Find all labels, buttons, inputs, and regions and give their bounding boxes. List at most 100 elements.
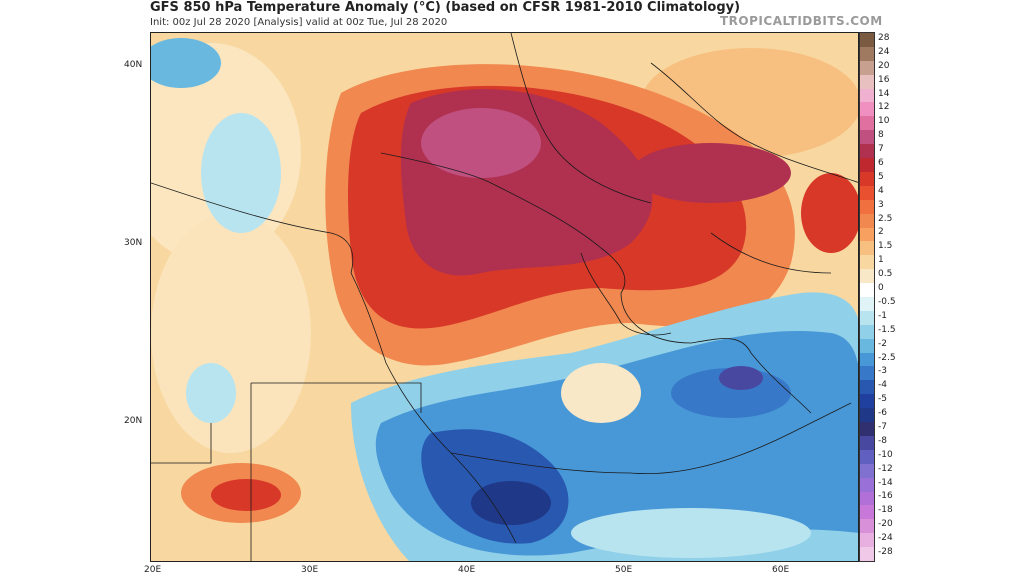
colorbar-cell: [860, 227, 874, 242]
colorbar-label: -3: [878, 366, 887, 377]
colorbar-label: -16: [878, 491, 893, 502]
colorbar-cell: [860, 269, 874, 284]
colorbar-cell: [860, 477, 874, 493]
colorbar-cell: [860, 144, 874, 159]
colorbar: [859, 32, 875, 562]
colorbar-cell: [860, 255, 874, 270]
colorbar-label: -8: [878, 435, 887, 446]
colorbar-label: -28: [878, 547, 893, 558]
anomaly-region: [801, 173, 858, 253]
colorbar-label: -1.5: [878, 324, 896, 335]
colorbar-cell: [860, 88, 874, 103]
colorbar-cell: [860, 171, 874, 187]
colorbar-label: 16: [878, 74, 890, 85]
colorbar-label: 0: [878, 283, 884, 294]
colorbar-label: 14: [878, 88, 890, 99]
colorbar-cell: [860, 435, 874, 451]
colorbar-cell: [860, 366, 874, 381]
colorbar-label: 1: [878, 255, 884, 266]
colorbar-cell: [860, 547, 874, 562]
colorbar-label: -10: [878, 449, 893, 460]
colorbar-label: 6: [878, 158, 884, 168]
anomaly-region: [471, 481, 551, 525]
colorbar-label: -6: [878, 408, 887, 419]
colorbar-cell: [860, 408, 874, 423]
colorbar-cell: [860, 463, 874, 479]
colorbar-cell: [860, 60, 874, 76]
colorbar-cell: [860, 297, 874, 312]
colorbar-cell: [860, 213, 874, 229]
colorbar-label: -0.5: [878, 296, 896, 307]
colorbar-label: 1.5: [878, 241, 893, 252]
colorbar-cell: [860, 310, 874, 326]
colorbar-cell: [860, 338, 874, 354]
lon-label: 20E: [144, 565, 162, 575]
lat-label: 30N: [124, 238, 143, 248]
anomaly-region: [186, 363, 236, 423]
anomaly-region: [201, 113, 281, 233]
colorbar-cell: [860, 102, 874, 117]
colorbar-cell: [860, 116, 874, 131]
anomaly-region: [151, 38, 221, 88]
lon-label: 30E: [301, 565, 319, 575]
lon-label: 40E: [458, 565, 476, 575]
colorbar-label: 2.5: [878, 213, 893, 224]
colorbar-cell: [860, 380, 874, 395]
colorbar-label: 28: [878, 32, 890, 43]
colorbar-label: -4: [878, 380, 887, 391]
colorbar-cell: [860, 185, 874, 201]
colorbar-label: 12: [878, 102, 890, 113]
map-subtitle: Init: 00z Jul 28 2020 [Analysis] valid a…: [150, 17, 448, 28]
map-canvas: [151, 33, 858, 561]
colorbar-label: -1: [878, 310, 887, 321]
colorbar-cell: [860, 158, 874, 173]
colorbar-cell: [860, 422, 874, 437]
anomaly-region: [421, 108, 541, 178]
anomaly-map: [150, 32, 859, 562]
colorbar-label: 3: [878, 199, 884, 210]
lon-label: 60E: [772, 565, 790, 575]
colorbar-cell: [860, 199, 874, 215]
colorbar-label: 10: [878, 116, 890, 127]
colorbar-cell: [860, 241, 874, 256]
colorbar-label: 7: [878, 144, 884, 155]
colorbar-label: -12: [878, 463, 893, 474]
map-title: GFS 850 hPa Temperature Anomaly (°C) (ba…: [150, 0, 741, 15]
lat-label: 40N: [124, 60, 143, 70]
coastlines: [151, 33, 858, 561]
colorbar-label: 24: [878, 46, 890, 57]
anomaly-region: [561, 363, 641, 423]
lon-label: 50E: [615, 565, 633, 575]
colorbar-label: -14: [878, 477, 893, 488]
colorbar-cell: [860, 324, 874, 340]
colorbar-cell: [860, 491, 874, 506]
colorbar-cell: [860, 505, 874, 520]
anomaly-region: [571, 508, 811, 558]
colorbar-label: -5: [878, 394, 887, 405]
colorbar-cell: [860, 33, 874, 48]
colorbar-label: -2.5: [878, 352, 896, 363]
colorbar-label: -7: [878, 422, 887, 432]
watermark: TROPICALTIDBITS.COM: [720, 14, 883, 28]
anomaly-region: [211, 479, 281, 511]
colorbar-cell: [860, 533, 874, 548]
colorbar-cell: [860, 352, 874, 367]
colorbar-label: 20: [878, 60, 890, 71]
lat-label: 20N: [124, 416, 143, 426]
colorbar-label: -24: [878, 533, 893, 544]
colorbar-label: 5: [878, 171, 884, 182]
colorbar-cell: [860, 449, 874, 465]
anomaly-region: [719, 366, 763, 390]
colorbar-cell: [860, 394, 874, 409]
anomaly-region: [151, 213, 311, 453]
colorbar-label: 2: [878, 227, 884, 238]
colorbar-cell: [860, 519, 874, 534]
colorbar-cell: [860, 130, 874, 145]
colorbar-cell: [860, 46, 874, 62]
colorbar-label: 0.5: [878, 269, 893, 280]
colorbar-cell: [860, 74, 874, 90]
anomaly-region: [631, 143, 791, 203]
colorbar-label: -2: [878, 338, 887, 349]
colorbar-label: -20: [878, 519, 893, 530]
colorbar-cell: [860, 283, 874, 298]
